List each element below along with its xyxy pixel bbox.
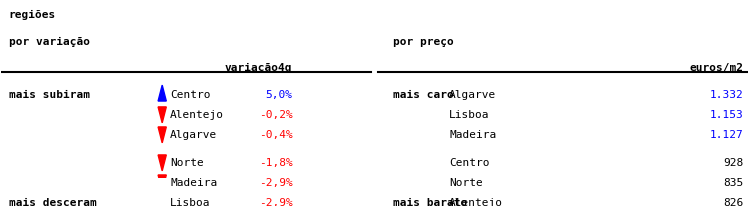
Text: Centro: Centro [449, 157, 490, 167]
Text: 1.127: 1.127 [710, 129, 744, 139]
Text: -1,8%: -1,8% [258, 157, 292, 167]
Text: Norte: Norte [170, 157, 204, 167]
Text: Centro: Centro [170, 90, 210, 99]
Polygon shape [158, 127, 166, 143]
Text: mais subiram: mais subiram [9, 90, 90, 99]
Text: 1.332: 1.332 [710, 90, 744, 99]
Text: -2,9%: -2,9% [258, 197, 292, 206]
Text: Madeira: Madeira [449, 129, 497, 139]
Text: euros/m2: euros/m2 [690, 63, 744, 73]
Text: -0,4%: -0,4% [258, 129, 292, 139]
Text: mais caro: mais caro [393, 90, 454, 99]
Text: Algarve: Algarve [170, 129, 217, 139]
Text: 5,0%: 5,0% [265, 90, 292, 99]
Text: 1.153: 1.153 [710, 109, 744, 119]
Polygon shape [158, 195, 166, 206]
Text: Alentejo: Alentejo [170, 109, 224, 119]
Polygon shape [158, 155, 166, 171]
Text: Madeira: Madeira [170, 177, 217, 187]
Polygon shape [158, 107, 166, 123]
Polygon shape [158, 175, 166, 191]
Text: -0,2%: -0,2% [258, 109, 292, 119]
Text: Norte: Norte [449, 177, 483, 187]
Text: 928: 928 [724, 157, 744, 167]
Polygon shape [158, 86, 166, 102]
Text: 835: 835 [724, 177, 744, 187]
Text: por variação: por variação [9, 37, 90, 47]
Text: mais desceram: mais desceram [9, 197, 97, 206]
Text: por preço: por preço [393, 37, 454, 47]
Text: mais barato: mais barato [393, 197, 467, 206]
Text: Lisboa: Lisboa [449, 109, 490, 119]
Text: Algarve: Algarve [449, 90, 497, 99]
Text: 826: 826 [724, 197, 744, 206]
Text: regiões: regiões [9, 10, 56, 20]
Text: Lisboa: Lisboa [170, 197, 210, 206]
Text: Alentejo: Alentejo [449, 197, 503, 206]
Text: variação4q: variação4q [225, 63, 292, 73]
Text: -2,9%: -2,9% [258, 177, 292, 187]
